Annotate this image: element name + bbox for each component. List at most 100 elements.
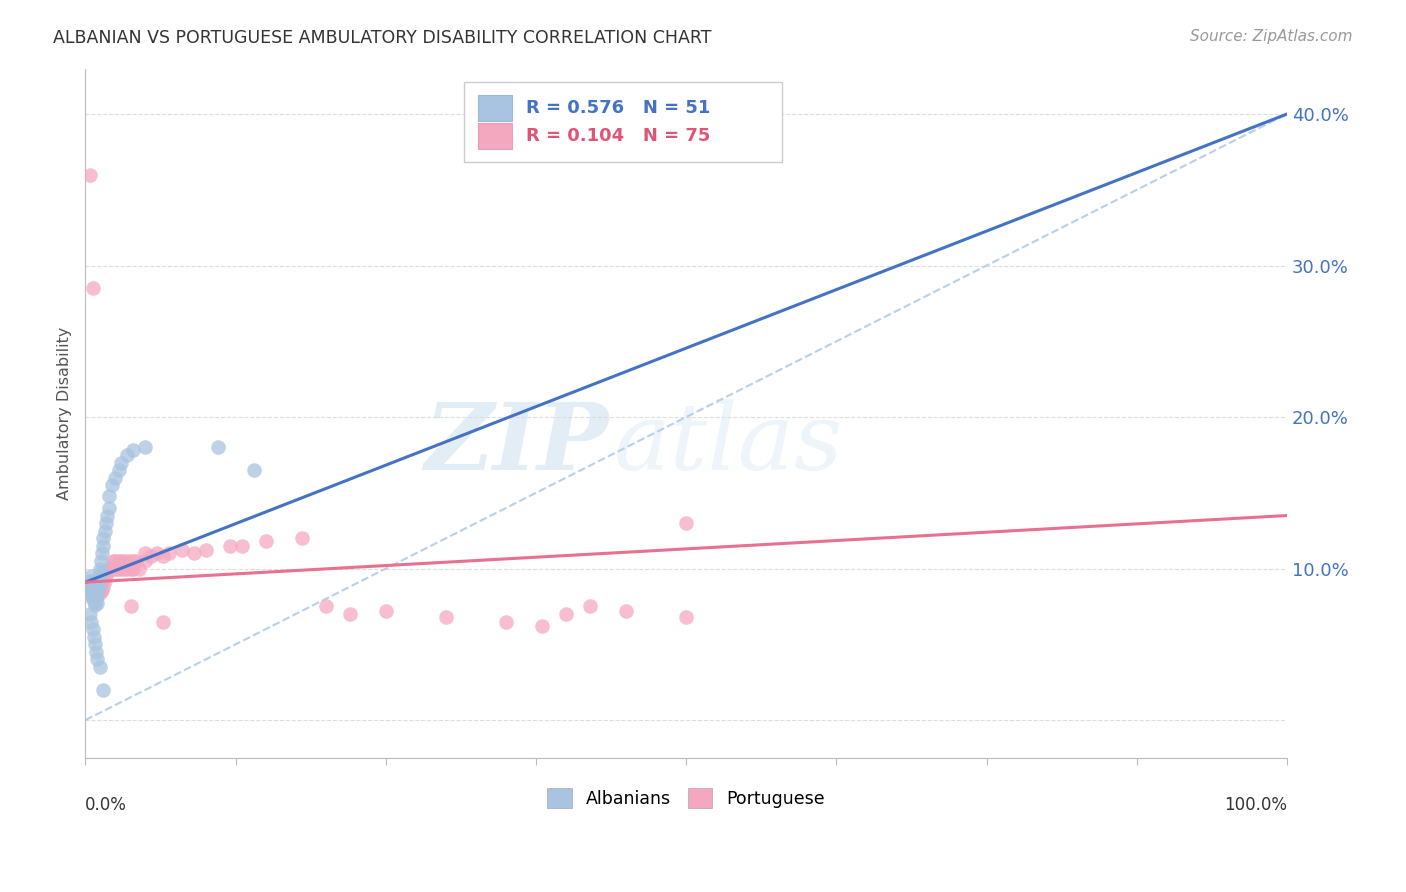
Point — [89, 576, 111, 591]
Point — [104, 554, 127, 568]
Point — [98, 489, 121, 503]
Point — [79, 574, 101, 588]
Point — [170, 543, 193, 558]
Point — [83, 580, 105, 594]
Point — [242, 463, 264, 477]
Point — [108, 554, 131, 568]
Text: 100.0%: 100.0% — [1225, 796, 1286, 814]
Point — [90, 584, 112, 599]
Point — [114, 554, 136, 568]
Text: Source: ZipAtlas.com: Source: ZipAtlas.com — [1189, 29, 1353, 44]
Point — [218, 539, 240, 553]
Text: R = 0.576   N = 51: R = 0.576 N = 51 — [526, 99, 711, 117]
Point — [79, 576, 101, 591]
Point — [84, 645, 107, 659]
Point — [91, 574, 114, 588]
Point — [84, 593, 107, 607]
Point — [141, 549, 163, 564]
Point — [110, 456, 132, 470]
Point — [117, 448, 139, 462]
Point — [134, 546, 156, 560]
Point — [80, 580, 103, 594]
FancyBboxPatch shape — [464, 82, 782, 161]
FancyBboxPatch shape — [478, 123, 512, 149]
Point — [83, 582, 105, 597]
FancyBboxPatch shape — [478, 95, 512, 121]
Point — [675, 516, 697, 530]
Point — [315, 599, 337, 614]
Point — [339, 607, 361, 621]
Point — [291, 531, 314, 545]
Point — [94, 516, 117, 530]
Point — [434, 610, 457, 624]
Point — [82, 587, 104, 601]
Point — [89, 660, 111, 674]
Point — [97, 561, 120, 575]
Point — [83, 595, 105, 609]
Point — [555, 607, 578, 621]
Point — [89, 586, 111, 600]
Point — [134, 441, 156, 455]
Point — [183, 546, 205, 560]
Point — [98, 500, 121, 515]
Point — [83, 575, 105, 590]
Point — [122, 443, 145, 458]
Point — [90, 554, 112, 568]
Point — [90, 576, 112, 591]
Point — [110, 554, 132, 568]
Point — [84, 580, 107, 594]
Point — [146, 546, 169, 560]
Point — [134, 554, 156, 568]
Point — [93, 531, 115, 545]
Point — [89, 574, 111, 588]
Point — [84, 576, 107, 591]
Point — [87, 569, 110, 583]
Point — [122, 554, 145, 568]
Point — [79, 607, 101, 621]
Point — [90, 565, 112, 579]
Point — [495, 615, 517, 629]
Point — [87, 574, 110, 588]
Point — [94, 569, 117, 583]
Point — [93, 539, 115, 553]
Point — [84, 584, 107, 599]
Point — [254, 534, 277, 549]
Point — [87, 582, 110, 597]
Point — [82, 587, 104, 601]
Point — [91, 582, 114, 597]
Point — [101, 554, 124, 568]
Point — [80, 589, 103, 603]
Point — [80, 569, 103, 583]
Point — [125, 554, 148, 568]
Point — [614, 604, 637, 618]
Point — [194, 543, 217, 558]
Point — [84, 584, 107, 599]
Y-axis label: Ambulatory Disability: Ambulatory Disability — [58, 326, 72, 500]
Point — [89, 561, 111, 575]
Point — [112, 561, 135, 575]
Legend: Albanians, Portuguese: Albanians, Portuguese — [540, 780, 832, 814]
Point — [159, 546, 181, 560]
Point — [84, 589, 107, 603]
Text: 0.0%: 0.0% — [86, 796, 128, 814]
Point — [120, 561, 142, 575]
Text: ZIP: ZIP — [423, 400, 609, 490]
Point — [579, 599, 602, 614]
Point — [675, 610, 697, 624]
Point — [82, 576, 104, 591]
Point — [80, 584, 103, 599]
Point — [82, 622, 104, 636]
Point — [93, 524, 115, 538]
Point — [101, 561, 124, 575]
Point — [93, 580, 115, 594]
Point — [79, 168, 101, 182]
Point — [79, 589, 101, 603]
Point — [117, 561, 139, 575]
Point — [152, 549, 174, 564]
Point — [231, 539, 253, 553]
Point — [91, 546, 114, 560]
Point — [96, 508, 118, 523]
Point — [96, 565, 118, 579]
Point — [84, 637, 107, 651]
Point — [120, 599, 142, 614]
